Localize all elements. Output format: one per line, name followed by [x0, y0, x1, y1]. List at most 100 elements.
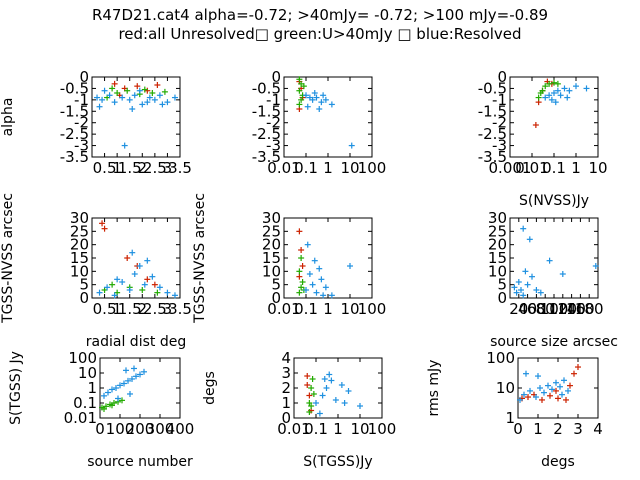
data-point-blue [316, 106, 323, 112]
data-point-blue [309, 281, 316, 288]
data-point-blue [520, 225, 527, 232]
data-point-blue [121, 380, 127, 387]
x-tick-label: 1.5 [118, 159, 142, 177]
data-point-green [308, 385, 315, 391]
data-point-blue [561, 85, 568, 92]
data-point-blue [96, 103, 103, 110]
plot-frame [91, 217, 181, 299]
y-axis-label: degs [202, 371, 218, 405]
x-tick-label: 2 [553, 420, 563, 438]
data-point-red [124, 255, 131, 261]
chart-panel-alpha-vs-radial: 0.511.522.533.5 0-0.5-1-1.5-2-2.5-3-3.5 al… [0, 68, 192, 177]
data-point-blue [338, 382, 345, 388]
data-point-blue [322, 96, 329, 103]
y-tick-label: 1 [505, 409, 515, 427]
data-point-blue [537, 385, 543, 391]
y-tick-label: -3 [492, 137, 507, 155]
data-point-blue [303, 92, 309, 99]
data-point-blue [303, 287, 309, 293]
y-tick-label: 100 [68, 349, 97, 367]
data-point-blue [129, 106, 136, 112]
data-point-red [567, 382, 573, 389]
data-point-green [101, 405, 107, 412]
data-point-red [532, 122, 539, 128]
x-tick-label: 10 [350, 420, 369, 438]
data-point-blue [553, 379, 559, 386]
y-tick-label: 3 [281, 364, 291, 382]
y-tick-label: 10 [496, 379, 515, 397]
data-point-blue [322, 284, 329, 291]
data-point-blue [119, 94, 126, 101]
y-tick-label: -1.5 [60, 102, 89, 120]
data-point-blue [546, 92, 553, 99]
data-point-blue [164, 99, 171, 106]
data-point-blue [117, 382, 123, 389]
data-point-green [308, 403, 315, 409]
data-point-blue [316, 265, 323, 272]
data-point-blue [564, 94, 571, 101]
data-point-blue [513, 289, 520, 296]
data-point-green [554, 80, 561, 87]
data-point-blue [111, 99, 118, 106]
y-tick-label: 20 [488, 236, 507, 254]
x-tick-label: 10 [340, 159, 359, 177]
x-tick-label: 2 [138, 159, 148, 177]
data-point-blue [522, 268, 529, 275]
x-tick-label: 0 [513, 420, 523, 438]
data-point-blue [554, 87, 561, 94]
data-point-blue [96, 289, 103, 296]
data-point-blue [311, 90, 318, 96]
y-tick-label: -3.5 [60, 148, 89, 166]
y-tick-label: -3 [74, 137, 89, 155]
y-tick-label: 20 [70, 236, 89, 254]
y-tick-label: -3 [266, 137, 281, 155]
x-axis-label: radial dist deg [86, 334, 186, 350]
data-point-blue [306, 271, 313, 277]
x-tick-label: 120 [548, 300, 577, 318]
data-point-blue [101, 392, 107, 399]
data-point-green [141, 86, 148, 93]
data-point-blue [99, 96, 106, 103]
data-point-red [296, 273, 303, 280]
y-tick-label: -0.5 [60, 79, 89, 97]
y-tick-label: -2 [266, 114, 281, 132]
data-point-red [299, 263, 306, 269]
y-tick-label: 0.01 [64, 409, 97, 427]
y-tick-label: 0.1 [73, 394, 97, 412]
y-tick-label: -1.5 [252, 102, 281, 120]
data-point-blue [320, 292, 327, 299]
data-point-blue [105, 389, 111, 396]
chart-panel-offset-vs-srcsize: 20406080100120140160180051015202530sourc… [488, 209, 618, 350]
x-tick-label: 2.5 [143, 159, 167, 177]
data-point-blue [559, 391, 565, 398]
data-point-blue [129, 249, 136, 256]
data-point-blue [171, 292, 178, 299]
x-tick-label: 0.1 [294, 159, 318, 177]
data-point-blue [313, 400, 319, 406]
y-tick-label: 30 [488, 209, 507, 227]
data-point-green [296, 87, 303, 94]
y-tick-label: 0 [79, 68, 89, 86]
data-point-blue [316, 410, 323, 417]
y-tick-label: 5 [497, 276, 507, 294]
data-point-blue [561, 377, 567, 384]
data-point-blue [126, 96, 133, 103]
x-tick-label: 0.01 [277, 420, 310, 438]
data-point-blue [533, 394, 539, 401]
y-tick-label: 5 [79, 276, 89, 294]
data-point-blue [328, 292, 335, 299]
data-point-blue [131, 365, 137, 372]
x-tick-label: 0.01 [267, 159, 300, 177]
data-point-blue [524, 281, 531, 288]
x-tick-label: 180 [575, 300, 604, 318]
data-point-blue [133, 373, 139, 380]
y-axis-label: alpha [0, 98, 16, 137]
data-point-blue [526, 236, 533, 243]
data-point-red [575, 364, 581, 371]
data-point-blue [328, 377, 335, 384]
x-tick-label: 1 [333, 420, 343, 438]
data-point-blue [136, 87, 143, 94]
